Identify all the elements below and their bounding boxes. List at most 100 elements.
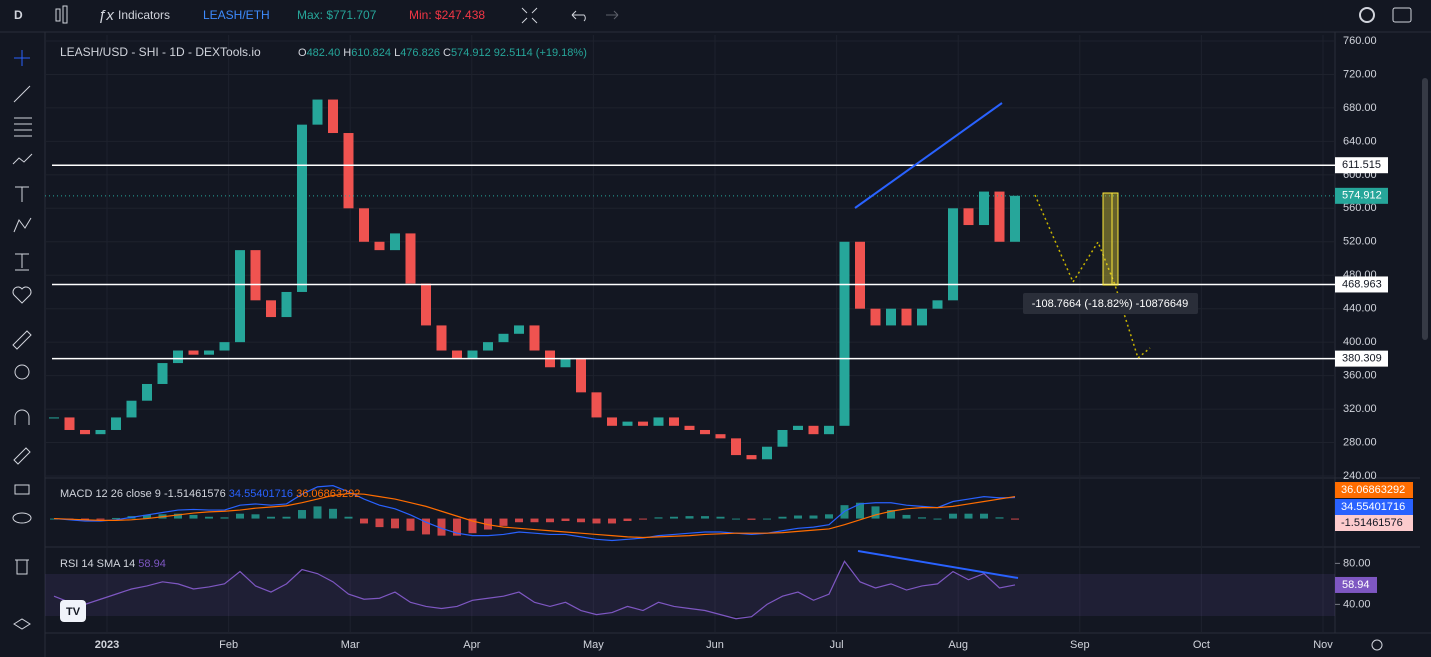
candle <box>886 308 896 326</box>
measure-tool[interactable] <box>15 253 29 271</box>
macd-axis-label: 34.55401716 <box>1341 501 1405 513</box>
macd-histogram-bar <box>220 517 229 519</box>
level-label-box <box>1335 157 1388 174</box>
y-tick-label: 440.00 <box>1343 303 1377 315</box>
candle <box>529 325 540 351</box>
y-tick-label: 320.00 <box>1343 403 1377 415</box>
macd-histogram-bar <box>189 514 198 519</box>
text-tool[interactable] <box>15 186 29 202</box>
x-tick-label: Mar <box>341 639 360 651</box>
macd-histogram-bar <box>313 506 322 519</box>
settings-icon[interactable] <box>1359 7 1375 23</box>
macd-histogram-bar <box>654 517 663 519</box>
chart-type-icon <box>62 5 68 24</box>
macd-histogram-bar <box>391 518 399 529</box>
scrollbar[interactable] <box>1422 78 1428 340</box>
macd-histogram-bar <box>437 518 446 536</box>
chart-type-icon[interactable] <box>55 8 61 22</box>
candle <box>731 438 741 456</box>
candle <box>560 358 571 368</box>
candle <box>436 325 447 351</box>
candle <box>994 191 1005 242</box>
ohlc-legend: O482.40 H610.824 L476.826 C574.912 92.51… <box>298 47 587 59</box>
candle <box>266 300 276 318</box>
macd-histogram-bar <box>453 518 461 536</box>
stay-drawing-tool[interactable] <box>13 447 31 465</box>
macd-histogram-bar <box>980 513 988 519</box>
x-tick-label: May <box>583 639 604 651</box>
rsi-line <box>53 560 1016 620</box>
delete-tool[interactable] <box>15 559 29 575</box>
candle <box>700 429 710 435</box>
candle <box>824 425 834 435</box>
zoom-tool[interactable] <box>14 364 30 380</box>
redo-icon[interactable] <box>606 10 619 20</box>
measure-box <box>1102 192 1119 286</box>
candle <box>607 417 617 426</box>
rsi-trend-line <box>857 550 1019 579</box>
candle <box>514 325 524 334</box>
candle <box>622 421 633 426</box>
x-tick-label: Aug <box>948 639 968 651</box>
x-tick-label: Jul <box>830 639 844 651</box>
macd-histogram-bar <box>825 514 833 519</box>
macd-line <box>53 485 1016 542</box>
lock-tool[interactable] <box>14 484 30 495</box>
macd-legend: MACD 12 26 close 9 -1.51461576 34.554017… <box>60 488 360 500</box>
macd-histogram-bar <box>174 513 182 519</box>
macd-histogram-bar <box>143 514 151 519</box>
macd-axis-label: -1.51461576 <box>1341 517 1403 529</box>
trend-line <box>854 102 1003 209</box>
fullscreen-icon[interactable] <box>521 7 538 24</box>
ruler-tool[interactable] <box>12 330 32 350</box>
crosshair-tool[interactable] <box>14 50 30 66</box>
object-tree[interactable] <box>13 618 31 630</box>
macd-histogram-bar <box>577 518 585 523</box>
macd-value: 34.55401716 <box>229 488 293 500</box>
y-tick-label: 240.00 <box>1343 470 1377 482</box>
indicators-button[interactable]: Indicators <box>118 8 170 22</box>
ohlc-key: O <box>298 47 307 59</box>
macd-histogram-bar <box>205 516 213 519</box>
rsi-tick-label: 40.00 <box>1343 598 1371 610</box>
candle <box>793 425 803 430</box>
macd-histogram-bar <box>344 516 353 519</box>
last-price-box <box>1335 187 1388 204</box>
pair-button[interactable]: LEASH/ETH <box>203 8 270 22</box>
rsi-legend: RSI 14 SMA 14 58.94 <box>60 558 166 570</box>
favorites-tool[interactable] <box>12 286 32 304</box>
macd-histogram-bar <box>282 516 291 519</box>
magnet-tool[interactable] <box>14 409 30 425</box>
candle <box>390 233 400 251</box>
macd-histogram-bar <box>685 516 694 519</box>
x-tick-label: Oct <box>1193 639 1210 651</box>
candle <box>870 308 881 326</box>
ohlc-key: H <box>343 47 351 59</box>
undo-icon[interactable] <box>571 10 586 22</box>
fib-tool[interactable] <box>14 117 32 137</box>
symbol-title: LEASH/USD - SHI - 1D - DEXTools.io <box>60 45 261 59</box>
candle <box>250 250 261 301</box>
macd-histogram-bar <box>809 515 818 519</box>
macd-histogram-bar <box>422 518 430 535</box>
screenshot-icon[interactable] <box>1392 7 1412 23</box>
y-tick-label: 360.00 <box>1343 370 1377 382</box>
hide-tool[interactable] <box>12 512 32 524</box>
macd-histogram-bar <box>561 518 570 522</box>
candle <box>901 308 912 326</box>
macd-histogram-bar <box>96 518 105 520</box>
candle <box>80 429 90 435</box>
ohlc-key: L <box>394 47 400 59</box>
rsi-last-box <box>1335 576 1377 593</box>
x-tick-label: 2023 <box>95 639 119 651</box>
y-tick-label: 520.00 <box>1343 236 1377 248</box>
trendline-tool[interactable] <box>13 85 31 103</box>
time-settings[interactable] <box>1371 639 1383 651</box>
macd-histogram-bar <box>1011 518 1019 520</box>
y-tick-label: 640.00 <box>1343 135 1377 147</box>
pattern-tool[interactable] <box>12 153 33 165</box>
interval-button[interactable]: D <box>14 8 23 22</box>
macd-hist-value: -1.51461576 <box>164 488 226 500</box>
forecast-tool[interactable] <box>13 217 32 233</box>
ohlc-value: 610.824 <box>351 47 391 59</box>
